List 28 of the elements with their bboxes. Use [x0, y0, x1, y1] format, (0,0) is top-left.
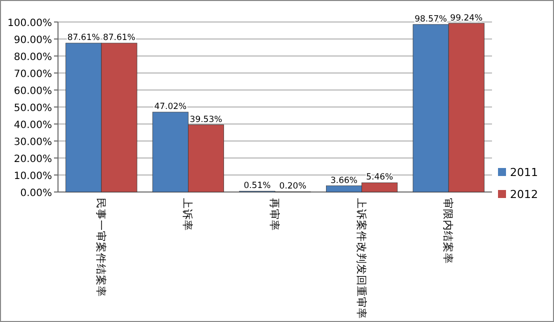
y-tick-label: 20.00% [14, 154, 52, 165]
x-tick-label: 民事一审案件结案率 [94, 198, 108, 297]
y-tick-label: 100.00% [8, 18, 52, 29]
data-label: 3.66% [330, 176, 358, 186]
data-label: 98.57% [414, 14, 448, 24]
y-tick-label: 50.00% [14, 103, 52, 114]
x-tick-label: 上诉率 [181, 198, 194, 231]
y-tick-label: 60.00% [14, 86, 52, 97]
data-label: 99.24% [450, 13, 483, 24]
y-tick-label: 40.00% [14, 120, 52, 131]
y-tick-label: 30.00% [14, 137, 52, 148]
data-label: 39.53% [190, 114, 222, 125]
y-tick-label: 0.00% [20, 188, 52, 199]
data-label: 87.61% [67, 33, 100, 44]
x-tick-label: 上诉案件改判发回重审率 [354, 198, 368, 319]
x-tick-label: 审限内结案率 [442, 198, 455, 264]
x-tick-label: 再审率 [268, 198, 281, 231]
data-label: 5.46% [366, 172, 394, 183]
y-tick-label: 80.00% [14, 52, 52, 63]
data-label: 0.51% [244, 181, 271, 192]
y-tick-label: 70.00% [14, 69, 52, 80]
data-label: 47.02% [154, 102, 187, 112]
y-tick-label: 10.00% [14, 171, 52, 182]
y-tick-label: 90.00% [14, 35, 52, 46]
legend-label: 2011 [510, 166, 538, 179]
data-label: 87.61% [102, 33, 136, 44]
data-label: 0.20% [279, 182, 306, 192]
legend-label: 2012 [510, 188, 538, 201]
